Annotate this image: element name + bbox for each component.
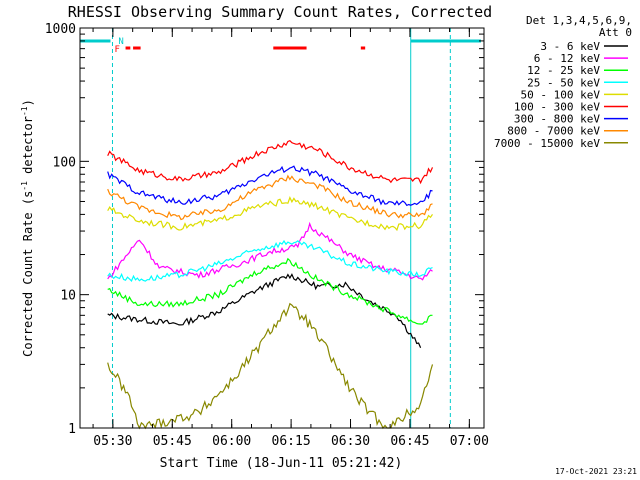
flag-label-f: F xyxy=(114,45,119,55)
series-line-4 xyxy=(107,196,433,232)
legend-header-line: Att 0 xyxy=(599,26,632,39)
series-line-7 xyxy=(107,174,433,221)
y-axis-label: Corrected Count Rate (s-1 detector-1) xyxy=(20,99,35,357)
footer-date: 17-Oct-2021 23:21 xyxy=(555,467,637,476)
x-axis-label: Start Time (18-Jun-11 05:21:42) xyxy=(160,456,403,471)
legend-label: 3 - 6 keV xyxy=(540,40,600,53)
series-line-3 xyxy=(107,239,433,282)
y-tick-label: 1000 xyxy=(45,22,76,37)
x-tick-label: 05:30 xyxy=(93,434,132,449)
series-line-8 xyxy=(107,302,434,430)
x-tick-label: 07:00 xyxy=(450,434,489,449)
y-tick-label: 100 xyxy=(53,155,76,170)
legend-label: 6 - 12 keV xyxy=(534,52,601,65)
y-tick-label: 10 xyxy=(60,289,76,304)
y-tick-label: 1 xyxy=(68,422,76,437)
chart-title: RHESSI Observing Summary Count Rates, Co… xyxy=(68,3,492,21)
x-tick-label: 06:00 xyxy=(212,434,251,449)
series-line-1 xyxy=(107,221,433,281)
y-axis-label-part: ) xyxy=(21,99,35,106)
y-axis-label-part: Corrected Count Rate (s xyxy=(21,191,35,357)
legend-label: 300 - 800 keV xyxy=(514,113,600,126)
x-tick-label: 06:30 xyxy=(331,434,370,449)
x-tick-label: 06:45 xyxy=(390,434,429,449)
legend-label: 7000 - 15000 keV xyxy=(494,137,600,150)
legend-label: 50 - 100 keV xyxy=(521,88,601,101)
y-axis-label-part: -1 xyxy=(20,106,29,116)
legend-label: 800 - 7000 keV xyxy=(507,125,600,138)
plot-area: NF xyxy=(79,28,481,430)
axes: 1 10 100 1000 05:30 05:45 06:00 06:15 06:30 06:45… xyxy=(45,22,489,449)
x-tick-label: 06:15 xyxy=(272,434,311,449)
plot-frame xyxy=(79,27,485,429)
series-line-2 xyxy=(107,257,433,325)
flag-label-n: N xyxy=(118,37,123,47)
series-line-6 xyxy=(107,165,433,207)
series-line-5 xyxy=(107,139,434,185)
legend-label: 12 - 25 keV xyxy=(527,64,600,77)
legend-header-line: Det 1,3,4,5,6,9, xyxy=(526,14,632,27)
legend-label: 100 - 300 keV xyxy=(514,101,600,114)
series-line-0 xyxy=(107,273,422,348)
y-axis-label-part: -1 xyxy=(20,181,29,191)
legend-label: 25 - 50 keV xyxy=(527,76,600,89)
x-tick-label: 05:45 xyxy=(153,434,192,449)
y-axis-label-part: detector xyxy=(21,116,35,181)
